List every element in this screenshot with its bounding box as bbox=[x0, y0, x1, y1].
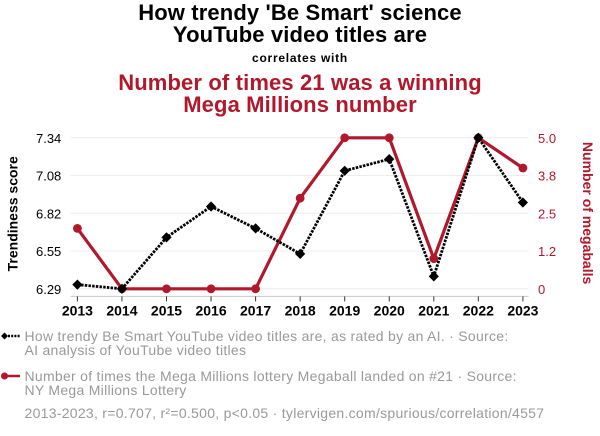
svg-text:7.34: 7.34 bbox=[36, 131, 61, 146]
svg-text:2018: 2018 bbox=[285, 303, 316, 319]
svg-text:2015: 2015 bbox=[151, 303, 182, 319]
svg-text:2019: 2019 bbox=[329, 303, 360, 319]
svg-text:2022: 2022 bbox=[463, 303, 494, 319]
svg-text:6.82: 6.82 bbox=[36, 206, 61, 221]
svg-text:3.8: 3.8 bbox=[538, 169, 556, 184]
svg-text:6.55: 6.55 bbox=[36, 244, 61, 259]
svg-text:2016: 2016 bbox=[195, 303, 226, 319]
svg-text:5.0: 5.0 bbox=[538, 131, 556, 146]
svg-text:Trendiness score: Trendiness score bbox=[4, 156, 20, 271]
svg-text:7.08: 7.08 bbox=[36, 169, 61, 184]
svg-text:Number of megaballs: Number of megaballs bbox=[580, 142, 596, 285]
svg-text:1.2: 1.2 bbox=[538, 244, 556, 259]
svg-text:2020: 2020 bbox=[374, 303, 405, 319]
svg-text:2.5: 2.5 bbox=[538, 206, 556, 221]
svg-text:2021: 2021 bbox=[418, 303, 449, 319]
svg-text:2017: 2017 bbox=[240, 303, 271, 319]
svg-text:6.29: 6.29 bbox=[36, 282, 61, 297]
svg-text:2023: 2023 bbox=[507, 303, 538, 319]
svg-text:2013: 2013 bbox=[62, 303, 93, 319]
svg-text:0: 0 bbox=[538, 282, 545, 297]
svg-text:2014: 2014 bbox=[106, 303, 137, 319]
